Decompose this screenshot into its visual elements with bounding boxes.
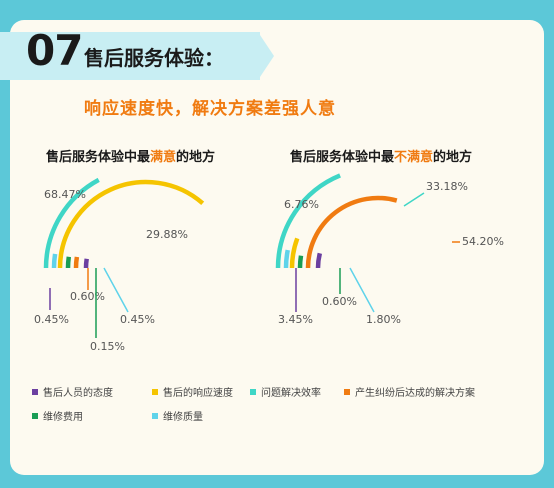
data-label-1-1: 6.76%	[284, 198, 319, 211]
leader-line-0-5	[103, 267, 129, 313]
legend-label: 售后的响应速度	[163, 388, 233, 399]
chart-title-satisfied-part3: 的地方	[176, 150, 216, 165]
arc-1-5	[283, 249, 290, 269]
data-label-0-2: 29.88%	[146, 228, 188, 241]
arc-1-1	[289, 237, 300, 269]
legend-item: 维修费用	[32, 408, 83, 423]
radial-chart-1: 3.45% 6.76% 33.18% 54.20% 0.60% 1.80%	[275, 173, 504, 326]
arc-0-3	[73, 256, 80, 269]
arc-0-0	[83, 258, 89, 269]
data-label-1-0: 3.45%	[278, 313, 313, 326]
legend-item: 问题解决效率	[250, 384, 321, 399]
arc-1-0	[315, 252, 323, 269]
legend-swatch	[152, 388, 158, 395]
legend-swatch	[250, 388, 256, 395]
leader-line-1-2	[403, 192, 425, 207]
chart-title-satisfied: 售后服务体验中最满意的地方	[46, 146, 215, 165]
legend-label: 售后人员的态度	[43, 388, 113, 399]
chart-title-dissatisfied-part3: 的地方	[433, 150, 473, 165]
arc-1-3	[305, 195, 398, 269]
data-label-0-4: 0.15%	[90, 340, 125, 353]
legend-item: 售后的响应速度	[152, 384, 233, 399]
legend-label: 维修费用	[43, 412, 83, 423]
data-label-0-0: 0.45%	[34, 313, 69, 326]
data-label-0-5: 0.45%	[120, 313, 155, 326]
arc-0-5	[51, 253, 58, 269]
legend-swatch	[32, 412, 38, 419]
data-label-1-3: 54.20%	[462, 235, 504, 248]
chart-title-satisfied-part1: 售后服务体验中最	[46, 150, 151, 165]
arc-1-4	[297, 255, 304, 269]
legend-label: 产生纠纷后达成的解决方案	[355, 388, 475, 399]
arc-1-2	[275, 173, 341, 269]
legend-label: 问题解决效率	[261, 388, 321, 399]
data-label-1-5: 1.80%	[366, 313, 401, 326]
arc-0-1	[57, 179, 205, 269]
chart-title-dissatisfied: 售后服务体验中最不满意的地方	[290, 146, 472, 165]
section-banner-tail	[258, 32, 274, 80]
legend-swatch	[344, 388, 350, 395]
data-label-0-3: 0.60%	[70, 290, 105, 303]
data-label-0-1: 68.47%	[44, 188, 86, 201]
leader-line-1-5	[349, 267, 375, 313]
infographic-card	[10, 20, 544, 475]
section-title: 售后服务体验：	[84, 46, 224, 70]
section-number: 07	[26, 26, 83, 75]
chart-title-satisfied-highlight: 满意	[150, 150, 177, 165]
legend-item: 售后人员的态度	[32, 384, 113, 399]
section-subtitle: 响应速度快，解决方案差强人意	[84, 99, 336, 119]
data-label-1-2: 33.18%	[426, 180, 468, 193]
chart-title-dissatisfied-part1: 售后服务体验中最	[290, 150, 395, 165]
radial-chart-0: 0.45% 68.47% 29.88% 0.60% 0.15% 0.45%	[34, 177, 205, 353]
legend-item: 产生纠纷后达成的解决方案	[344, 384, 475, 399]
data-label-1-4: 0.60%	[322, 295, 357, 308]
legend-swatch	[152, 412, 158, 419]
legend-label: 维修质量	[163, 412, 203, 423]
legend-swatch	[32, 388, 38, 395]
arc-0-2	[43, 177, 100, 269]
arc-0-4	[65, 256, 72, 269]
chart-title-dissatisfied-highlight: 不满意	[394, 150, 434, 165]
legend-item: 维修质量	[152, 408, 203, 423]
section-banner	[0, 32, 260, 80]
